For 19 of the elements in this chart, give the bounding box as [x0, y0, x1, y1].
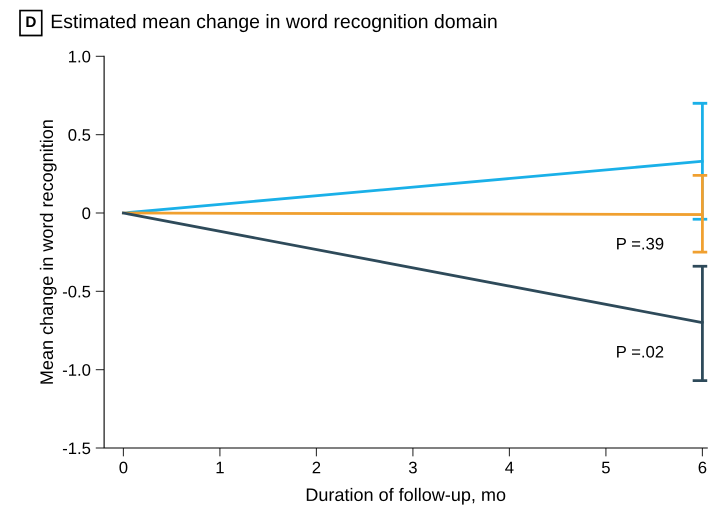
text: D — [26, 16, 36, 27]
y-tick-label: 0.5 — [68, 129, 90, 141]
x-tick-label: 4 — [505, 462, 514, 474]
annotation: P =.02 — [617, 346, 664, 358]
y-tick-label: 0 — [82, 207, 90, 220]
y-tick-label: -1.0 — [62, 364, 90, 376]
x-axis-title: Duration of follow-up, mo — [306, 488, 506, 505]
y-tick-label: 1.0 — [69, 50, 90, 63]
x-tick-label: 2 — [312, 462, 320, 474]
x-tick-label: 3 — [408, 462, 417, 474]
x-tick-label: 5 — [602, 462, 610, 474]
y-tick-label: -0.5 — [62, 286, 90, 298]
y-axis-title: Mean change in word recognition — [40, 120, 57, 384]
y-tick-label: -1.5 — [62, 442, 90, 454]
x-tick-label: 1 — [216, 462, 224, 474]
x-tick-label: 6 — [698, 462, 706, 474]
annotation: P =.39 — [617, 238, 664, 250]
x-tick-label: 0 — [119, 462, 128, 474]
chart-title: Estimated mean change in word recognition domain — [52, 14, 496, 32]
